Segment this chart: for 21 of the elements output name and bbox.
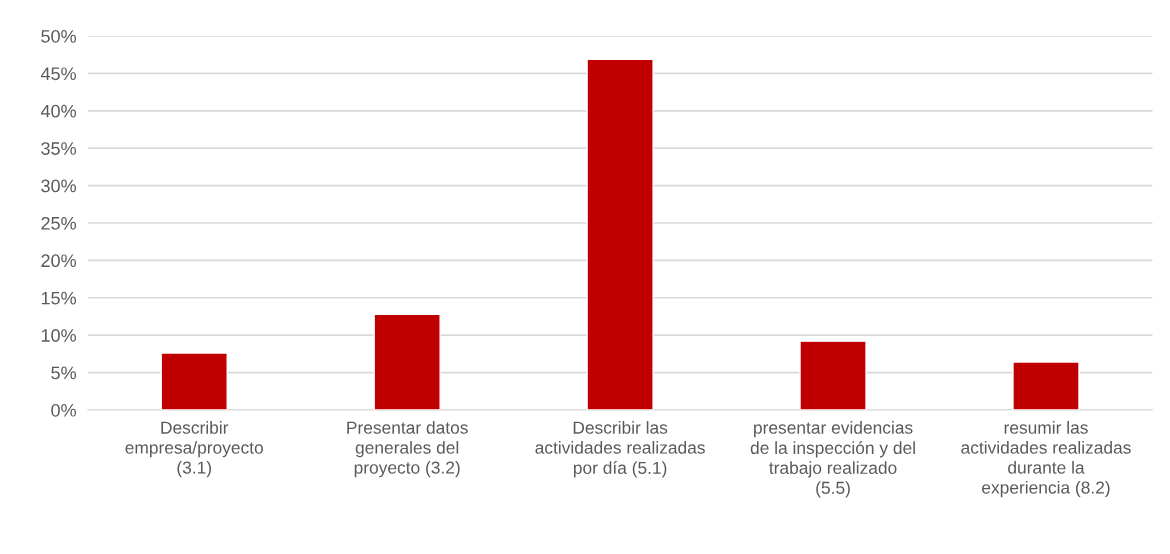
x-tick-label: Describir las actividades realizadas por día (5.1) <box>535 421 705 478</box>
y-tick-label: 35% <box>41 142 76 155</box>
bar <box>373 313 441 410</box>
y-tick-label: 30% <box>41 179 76 193</box>
x-tick-label: Presentar datos generales del proyecto (3.2) <box>347 421 468 478</box>
y-tick-label: 15% <box>41 291 76 305</box>
y-tick-label: 10% <box>41 329 76 342</box>
y-tick-label: 50% <box>41 29 76 43</box>
x-tick-label: Describir empresa/proyecto (3.1) <box>125 421 263 478</box>
y-tick-label: 5% <box>51 366 76 380</box>
bar <box>1012 361 1080 410</box>
y-tick-label: 20% <box>41 254 76 268</box>
bar <box>799 340 867 410</box>
y-tick-label: 45% <box>40 67 76 81</box>
y-tick-label: 25% <box>41 216 76 230</box>
bar <box>586 58 654 410</box>
y-tick-label: 0% <box>51 403 76 417</box>
x-tick-label: resumir las actividades realizadas durante la experiencia (8.2) <box>961 421 1131 498</box>
bar <box>160 352 228 410</box>
x-tick-label: presentar evidencias de la inspección y del trabajo realizado (5.5) <box>750 421 915 498</box>
y-tick-label: 40% <box>40 104 76 118</box>
